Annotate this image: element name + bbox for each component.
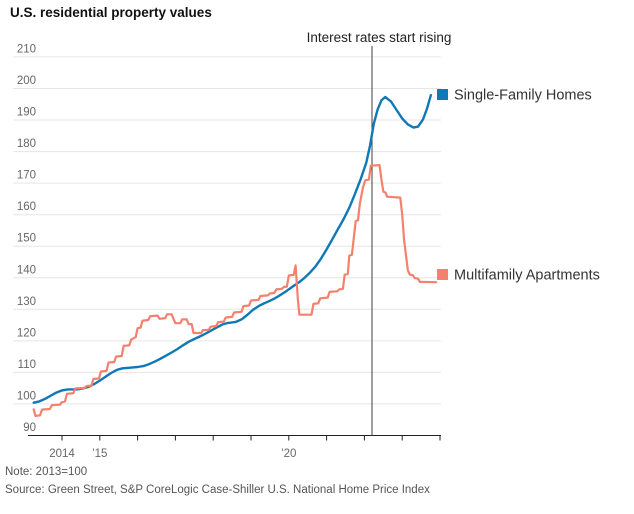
legend-item: Multifamily Apartments — [437, 268, 600, 284]
x-axis-labels: 2014 ’15 ’20 — [49, 448, 296, 460]
y-tick-label: 200 — [17, 75, 36, 87]
event-annotation-label: Interest rates start rising — [307, 30, 452, 45]
x-tick-label: 2014 — [49, 448, 75, 460]
chart-note: Note: 2013=100 — [5, 466, 88, 478]
y-tick-label: 120 — [17, 327, 36, 339]
y-tick-label: 160 — [17, 201, 36, 213]
x-axis-ticks — [61, 435, 441, 441]
legend-swatch-icon — [437, 269, 448, 280]
y-tick-label: 100 — [17, 390, 36, 402]
y-tick-label: 190 — [17, 107, 36, 119]
y-gridlines — [13, 56, 441, 405]
y-tick-label: 140 — [17, 264, 36, 276]
y-tick-label: 130 — [17, 296, 36, 308]
y-tick-label: 110 — [18, 359, 36, 371]
chart-title: U.S. residential property values — [10, 5, 212, 20]
legend-item: Single-Family Homes — [437, 88, 592, 104]
x-tick-label: ’20 — [281, 448, 296, 460]
y-tick-label: 170 — [17, 170, 36, 182]
y-tick-label: 210 — [17, 43, 36, 55]
y-tick-label: 180 — [17, 138, 36, 150]
legend-label: Multifamily Apartments — [454, 268, 600, 284]
chart-source: Source: Green Street, S&P CoreLogic Case… — [5, 484, 430, 496]
legend-label: Single-Family Homes — [454, 88, 592, 104]
legend-swatch-icon — [437, 89, 448, 100]
x-tick-label: ’15 — [92, 448, 107, 460]
series-line-multifamily — [32, 164, 438, 417]
y-axis-labels: 90 100 110 120 130 140 150 160 170 180 190 200 210 — [17, 43, 36, 434]
y-tick-label: 150 — [17, 233, 36, 245]
series-line-single-family — [32, 93, 433, 404]
y-tick-label: 90 — [23, 422, 36, 434]
